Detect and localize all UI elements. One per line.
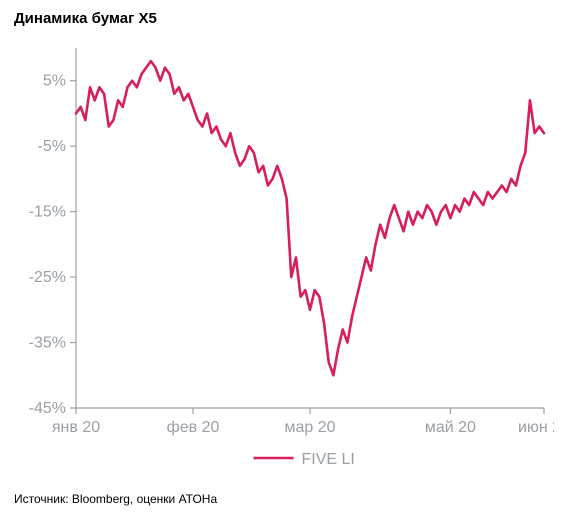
series-line-five-li — [76, 61, 544, 375]
y-tick-label: 5% — [43, 73, 66, 90]
x-tick-label: фев 20 — [167, 419, 220, 436]
y-tick-label: -25% — [29, 269, 66, 286]
line-chart: 5% -5% -15% -25% -35% -45% янв 20 фев 20 мар 20… — [14, 38, 554, 478]
legend-label: FIVE LI — [302, 451, 355, 468]
chart-title: Динамика бумаг X5 — [14, 10, 157, 27]
x-tick-label: май 20 — [425, 419, 476, 436]
x-tick-label: янв 20 — [52, 419, 100, 436]
x-tick-label: июн 20 — [518, 419, 554, 436]
y-tick-label: -15% — [29, 204, 66, 221]
chart-source: Источник: Bloomberg, оценки АТОНа — [14, 492, 217, 506]
y-tick-label: -45% — [29, 400, 66, 417]
y-tick-label: -35% — [29, 335, 66, 352]
chart-container: Динамика бумаг X5 5% -5% -15% -25% -35% -45% … — [0, 0, 567, 518]
y-tick-label: -5% — [38, 138, 66, 155]
x-tick-label: мар 20 — [284, 419, 335, 436]
